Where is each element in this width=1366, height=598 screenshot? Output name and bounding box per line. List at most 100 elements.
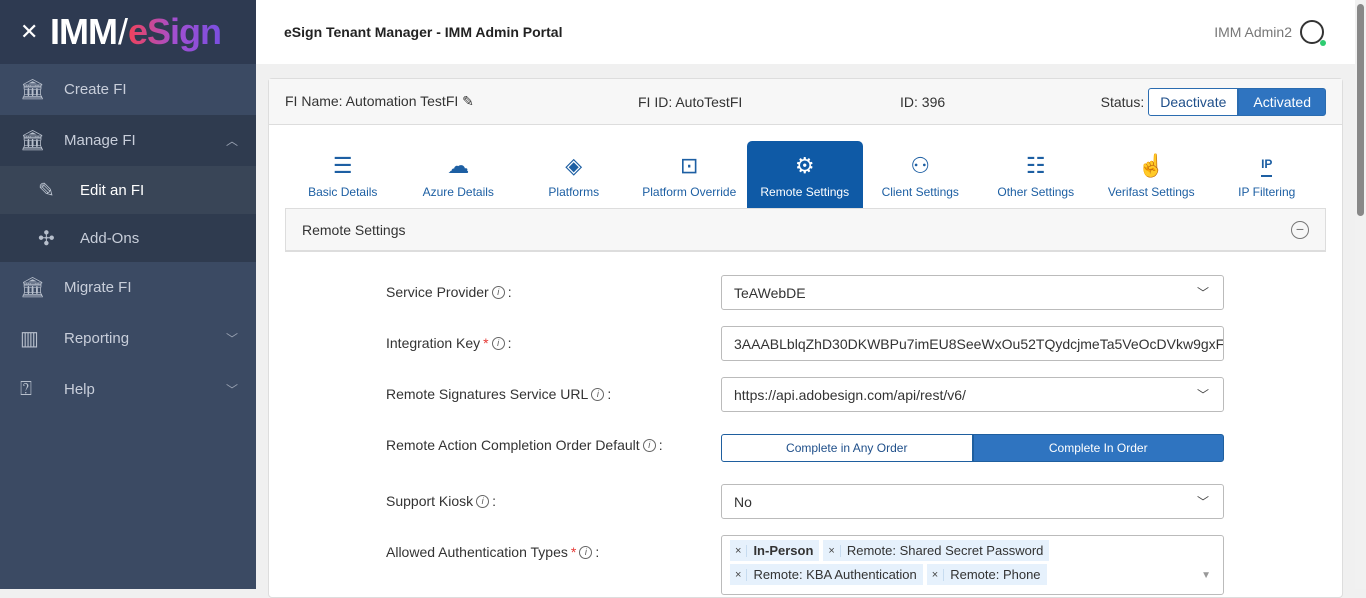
support-kiosk-select[interactable]: No ﹀ — [721, 484, 1224, 519]
sidebar: ✕ IMM / eSign 🏛 Create FI 🏛 Manage FI ︿ ✎ Edit… — [0, 0, 256, 589]
avatar-icon — [1300, 20, 1326, 46]
list-icon: ☰ — [332, 153, 353, 178]
cloud-info-icon: ☁ — [447, 153, 470, 178]
tab-ip-filtering[interactable]: IP IP Filtering — [1209, 141, 1325, 208]
collapse-icon[interactable]: − — [1291, 220, 1309, 239]
user-gear-icon: ⚇ — [910, 153, 931, 178]
bank-arrow-icon: 🏛 — [20, 277, 46, 299]
label: Create FI — [64, 81, 127, 98]
remove-icon[interactable]: × — [730, 544, 748, 557]
label-support-kiosk: Support Kiosk i: — [386, 493, 497, 509]
label: Reporting — [64, 330, 130, 347]
chip: × Remote: Shared Secret Password — [823, 540, 1050, 561]
close-icon[interactable]: ✕ — [20, 19, 39, 44]
tab-verifast-settings[interactable]: ☝ Verifast Settings — [1107, 153, 1195, 200]
info-icon[interactable]: i — [491, 285, 505, 299]
chip: × Remote: Phone — [926, 564, 1047, 585]
user-menu[interactable]: IMM Admin2 — [1214, 20, 1326, 46]
label-auth-types: Allowed Authentication Types * i: — [386, 544, 600, 560]
sliders-icon: ☷ — [1025, 153, 1046, 178]
chevron-up-icon: ︿ — [225, 134, 238, 148]
fi-name: FI Name: Automation TestFI ✎ — [285, 93, 474, 109]
bank-plus-icon: 🏛 — [20, 79, 46, 101]
remove-icon[interactable]: × — [823, 544, 841, 557]
help-bubble-icon: ⍰ — [20, 378, 32, 400]
sidebar-item-reporting[interactable]: ▥ Reporting ﹀ — [0, 313, 256, 364]
label-integration-key: Integration Key * i: — [386, 335, 512, 351]
tab-other-settings[interactable]: ☷ Other Settings — [997, 153, 1075, 200]
sidebar-item-edit-fi[interactable]: ✎ Edit an FI — [0, 166, 256, 214]
info-icon[interactable]: i — [591, 387, 605, 401]
dropdown-caret-icon[interactable]: ▼ — [1201, 570, 1211, 581]
sidebar-item-migrate-fi[interactable]: 🏛 Migrate FI — [0, 262, 256, 313]
logo-bar: ✕ IMM / eSign — [0, 0, 256, 64]
gear-icon: ⚙ — [794, 153, 815, 178]
label: Manage FI — [64, 132, 136, 149]
pencil-icon: ✎ — [38, 179, 55, 202]
tab-platforms[interactable]: ◈ Platforms — [548, 153, 600, 200]
status-label: Status: — [1100, 93, 1145, 110]
chevron-down-icon: ﹀ — [1196, 495, 1209, 509]
label-service-provider: Service Provider i: — [386, 284, 512, 300]
hand-touch-icon: ☝ — [1137, 153, 1165, 178]
info-icon[interactable]: i — [491, 336, 505, 350]
layers-icon: ◈ — [565, 153, 583, 178]
user-name: IMM Admin2 — [1214, 24, 1292, 40]
section-title: Remote Settings — [302, 221, 406, 238]
activated-button[interactable]: Activated — [1238, 87, 1326, 116]
info-icon[interactable]: i — [642, 438, 656, 452]
remove-icon[interactable]: × — [730, 568, 748, 581]
tab-basic-details[interactable]: ☰ Basic Details — [308, 153, 378, 200]
status-group: Status: Deactivate Activated — [1100, 87, 1326, 116]
remove-icon[interactable]: × — [927, 568, 945, 581]
logo: IMM / eSign — [50, 11, 222, 52]
label-completion-order: Remote Action Completion Order Default i: — [386, 437, 663, 453]
fi-card: FI Name: Automation TestFI ✎ FI ID: Auto… — [268, 78, 1343, 598]
tab-azure-details[interactable]: ☁ Azure Details — [422, 153, 494, 200]
completion-order-toggle: Complete in Any Order Complete In Order — [721, 434, 1224, 462]
scrollbar-thumb[interactable] — [1357, 4, 1364, 216]
chip: × Remote: KBA Authentication — [730, 564, 923, 585]
tab-platform-override[interactable]: ⊡ Platform Override — [642, 153, 737, 200]
label: Migrate FI — [64, 279, 132, 296]
sidebar-item-create-fi[interactable]: 🏛 Create FI — [0, 64, 256, 115]
label-service-url: Remote Signatures Service URL i: — [386, 386, 612, 402]
label: Edit an FI — [80, 181, 145, 199]
page-title: eSign Tenant Manager - IMM Admin Portal — [284, 24, 563, 40]
tab-client-settings[interactable]: ⚇ Client Settings — [881, 153, 959, 200]
section-header[interactable]: Remote Settings − — [286, 209, 1325, 251]
top-bar: eSign Tenant Manager - IMM Admin Portal … — [256, 0, 1366, 64]
bank-gear-icon: 🏛 — [20, 130, 46, 152]
info-icon[interactable]: i — [579, 545, 593, 559]
auth-types-multiselect[interactable]: × In-Person × Remote: Shared Secret Passwor… — [721, 535, 1224, 595]
remote-settings-section: Remote Settings − — [285, 208, 1326, 252]
chip: × In-Person — [730, 540, 820, 561]
tab-bar: ☰ Basic Details ☁ Azure Details ◈ Platforms… — [285, 141, 1325, 208]
bar-chart-icon: ▥ — [20, 328, 39, 350]
puzzle-icon: ✣ — [38, 227, 55, 250]
fi-id: FI ID: AutoTestFI — [638, 93, 743, 110]
chevron-down-icon: ﹀ — [225, 332, 238, 346]
chevron-down-icon: ﹀ — [1196, 388, 1209, 402]
sidebar-item-manage-fi[interactable]: 🏛 Manage FI ︿ — [0, 115, 256, 166]
label: Add-Ons — [80, 229, 140, 247]
override-icon: ⊡ — [680, 153, 699, 178]
edit-pencil-icon[interactable]: ✎ — [462, 93, 474, 109]
any-order-option[interactable]: Complete in Any Order — [721, 434, 973, 462]
scrollbar[interactable] — [1355, 0, 1366, 589]
chevron-down-icon: ﹀ — [1196, 286, 1209, 300]
tab-remote-settings[interactable]: ⚙ Remote Settings — [747, 141, 863, 208]
service-provider-select[interactable]: TeAWebDE ﹀ — [721, 275, 1224, 310]
label: Help — [64, 381, 95, 398]
chevron-down-icon: ﹀ — [225, 383, 238, 397]
service-url-select[interactable]: https://api.adobesign.com/api/rest/v6/﹀ — [721, 377, 1224, 412]
id: ID: 396 — [900, 93, 946, 110]
ip-filter-icon: IP — [1261, 153, 1273, 177]
deactivate-button[interactable]: Deactivate — [1148, 87, 1239, 116]
sidebar-item-help[interactable]: ⍰ Help ﹀ — [0, 364, 256, 415]
sidebar-item-add-ons[interactable]: ✣ Add-Ons — [0, 214, 256, 262]
integration-key-input[interactable]: 3AAABLblqZhD30DKWBPu7imEU8SeeWxOu52TQydc… — [721, 326, 1224, 361]
fi-info-bar: FI Name: Automation TestFI ✎ FI ID: Auto… — [269, 79, 1342, 125]
info-icon[interactable]: i — [476, 494, 490, 508]
in-order-option[interactable]: Complete In Order — [972, 434, 1224, 462]
